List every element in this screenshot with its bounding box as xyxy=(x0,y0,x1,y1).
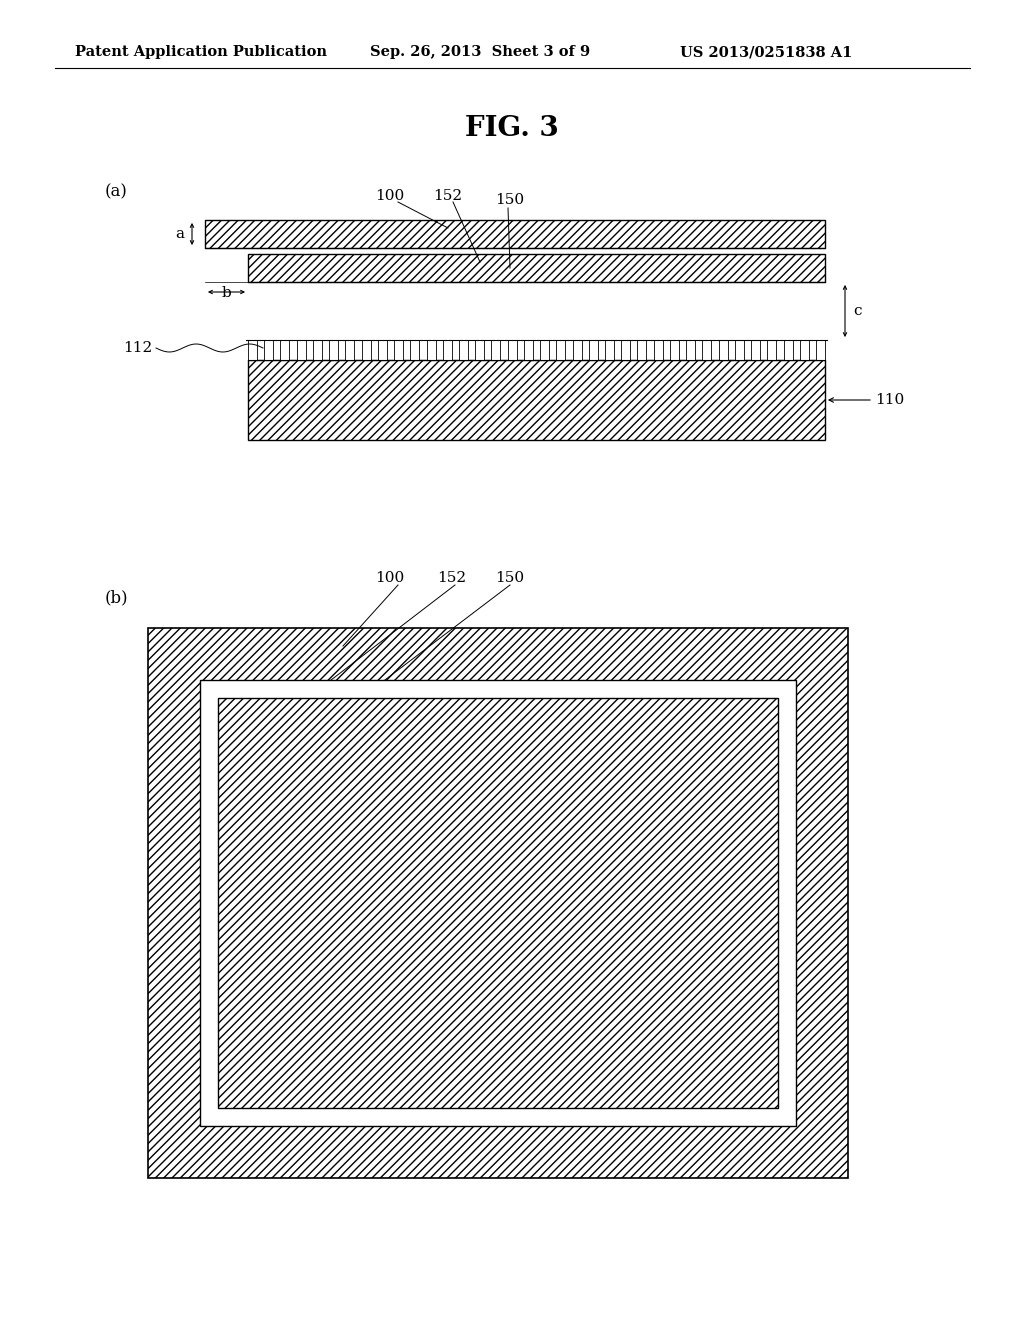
Bar xyxy=(653,341,663,360)
Text: 100: 100 xyxy=(376,189,404,203)
Bar xyxy=(411,341,419,360)
Bar xyxy=(148,628,848,1177)
Text: b: b xyxy=(221,286,231,300)
Bar xyxy=(686,341,695,360)
Bar xyxy=(361,341,371,360)
Bar xyxy=(638,341,646,360)
Text: (b): (b) xyxy=(105,590,129,606)
Bar xyxy=(751,341,760,360)
Bar xyxy=(816,341,825,360)
Bar xyxy=(767,341,776,360)
Bar xyxy=(670,341,679,360)
Text: 150: 150 xyxy=(496,193,524,207)
Text: Sep. 26, 2013  Sheet 3 of 9: Sep. 26, 2013 Sheet 3 of 9 xyxy=(370,45,590,59)
Bar xyxy=(218,698,778,1107)
Bar xyxy=(248,341,257,360)
Bar xyxy=(281,341,290,360)
Bar xyxy=(394,341,403,360)
Bar xyxy=(800,341,809,360)
Bar xyxy=(313,341,322,360)
Bar xyxy=(248,253,825,282)
Bar xyxy=(508,341,517,360)
Bar xyxy=(459,341,468,360)
Bar xyxy=(248,360,825,440)
Bar xyxy=(345,341,354,360)
Text: a: a xyxy=(175,227,184,242)
Bar xyxy=(735,341,743,360)
Text: FIG. 3: FIG. 3 xyxy=(465,115,559,141)
Text: 152: 152 xyxy=(433,189,463,203)
Text: 150: 150 xyxy=(496,572,524,585)
Bar xyxy=(378,341,387,360)
Bar xyxy=(427,341,435,360)
Bar xyxy=(442,341,452,360)
Bar xyxy=(297,341,306,360)
Bar xyxy=(329,341,338,360)
Bar xyxy=(605,341,614,360)
Bar xyxy=(540,341,549,360)
Text: 152: 152 xyxy=(437,572,467,585)
Bar xyxy=(492,341,501,360)
Bar xyxy=(783,341,793,360)
Text: 100: 100 xyxy=(376,572,404,585)
Bar xyxy=(702,341,712,360)
Bar xyxy=(556,341,565,360)
Text: 112: 112 xyxy=(123,341,152,355)
Bar xyxy=(719,341,728,360)
Text: Patent Application Publication: Patent Application Publication xyxy=(75,45,327,59)
Text: (a): (a) xyxy=(105,183,128,201)
Bar xyxy=(589,341,598,360)
Bar xyxy=(572,341,582,360)
Bar xyxy=(200,680,796,1126)
Text: c: c xyxy=(853,304,861,318)
Bar xyxy=(475,341,484,360)
Text: 110: 110 xyxy=(874,393,904,407)
Bar xyxy=(524,341,532,360)
Bar xyxy=(264,341,273,360)
Bar xyxy=(622,341,630,360)
Bar xyxy=(205,220,825,248)
Text: US 2013/0251838 A1: US 2013/0251838 A1 xyxy=(680,45,852,59)
